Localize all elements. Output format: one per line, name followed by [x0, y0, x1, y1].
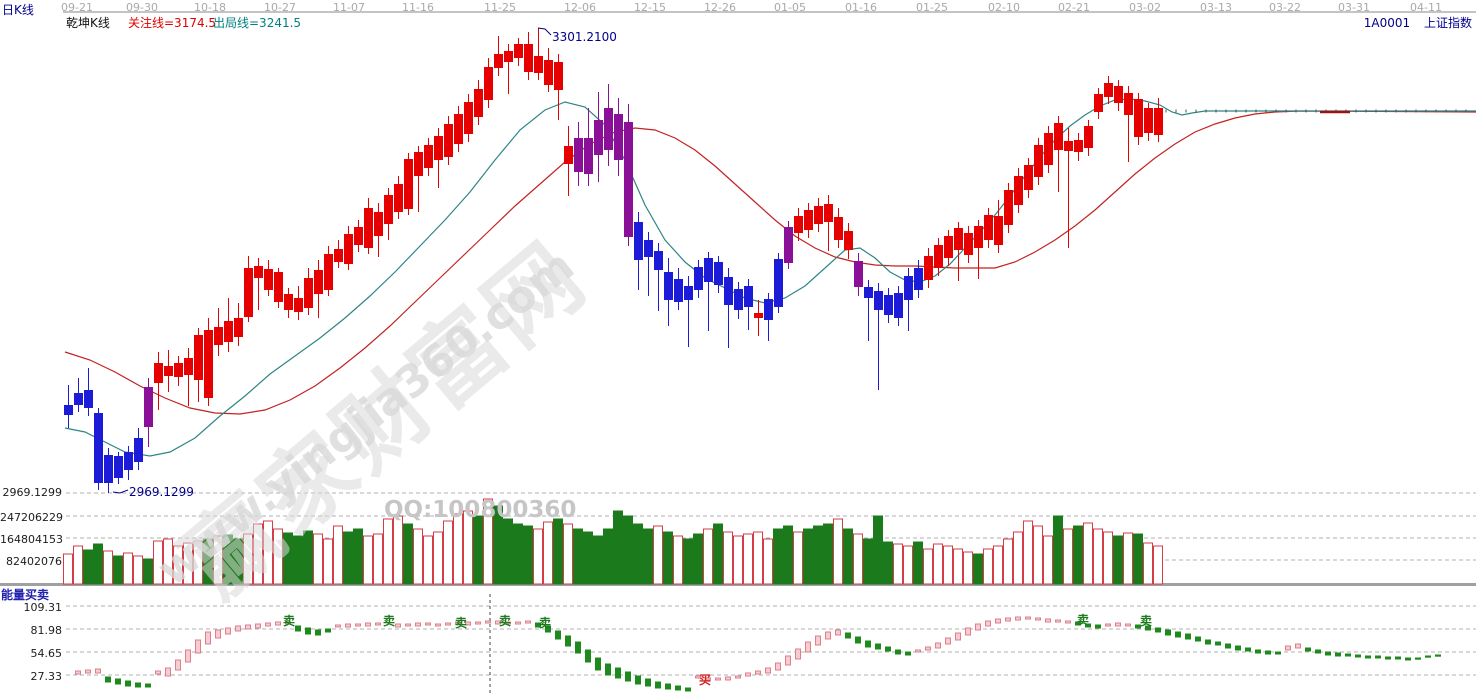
date-label: 02-21 [1058, 1, 1090, 14]
symbol-code: 1A0001 [1363, 16, 1411, 30]
date-label: 01-25 [916, 1, 948, 14]
sell-signal-label: 卖 [539, 616, 552, 630]
sell-signal-label: 卖 [283, 614, 296, 628]
main-low-axis-label: 2969.1299 [2, 486, 63, 499]
sell-signal-label: 卖 [1077, 613, 1090, 627]
indicator-name: 乾坤K线 [66, 16, 110, 30]
candles [64, 28, 1163, 493]
date-label: 03-13 [1200, 1, 1232, 14]
date-label: 03-22 [1269, 1, 1301, 14]
date-label: 03-31 [1338, 1, 1370, 14]
date-label: 09-21 [61, 1, 93, 14]
energy-axis-label: 27.33 [30, 670, 63, 683]
date-label: 11-07 [333, 1, 365, 14]
buy-signal-label: 买 [699, 673, 712, 687]
volume-axis-label: 247206229 [0, 511, 63, 524]
symbol-name: 上证指数 [1423, 16, 1472, 30]
sell-signal-label: 卖 [383, 614, 396, 628]
date-label: 12-06 [564, 1, 596, 14]
annotation-lines [112, 27, 552, 494]
peak-price-annotation: 3301.2100 [552, 30, 617, 44]
date-label: 12-15 [634, 1, 666, 14]
low-price-annotation: 2969.1299 [129, 485, 194, 499]
energy-axis-label: 81.98 [30, 624, 63, 637]
sell-signal-label: 卖 [455, 616, 468, 630]
energy-pane-title[interactable]: 能量买卖 [1, 588, 50, 602]
date-label: 11-25 [484, 1, 516, 14]
energy-axis-label: 109.31 [23, 601, 63, 614]
energy-bars [75, 616, 1441, 692]
date-label: 03-02 [1129, 1, 1161, 14]
moving-averages [64, 98, 1476, 457]
symbol-header: 1A0001 上证指数 [1364, 14, 1472, 31]
volume-bars [63, 498, 1163, 585]
date-label: 10-27 [264, 1, 296, 14]
energy-axis-label: 54.65 [30, 647, 63, 660]
sell-signal-label: 卖 [499, 614, 512, 628]
attention-line-value: 关注线=3174.5 [128, 16, 217, 30]
exit-line-value: 出局线=3241.5 [213, 16, 302, 30]
date-label: 11-16 [402, 1, 434, 14]
period-label[interactable]: 日K线 [2, 3, 34, 17]
date-label: 02-10 [988, 1, 1020, 14]
date-label: 09-30 [126, 1, 158, 14]
date-label: 01-16 [845, 1, 877, 14]
sell-signal-label: 卖 [1140, 614, 1153, 628]
date-label: 10-18 [194, 1, 226, 14]
volume-axis-label: 164804153 [0, 533, 63, 546]
date-label: 12-26 [704, 1, 736, 14]
date-label: 04-11 [1410, 1, 1442, 14]
volume-axis-label: 82402076 [6, 555, 62, 568]
date-label: 01-05 [774, 1, 806, 14]
